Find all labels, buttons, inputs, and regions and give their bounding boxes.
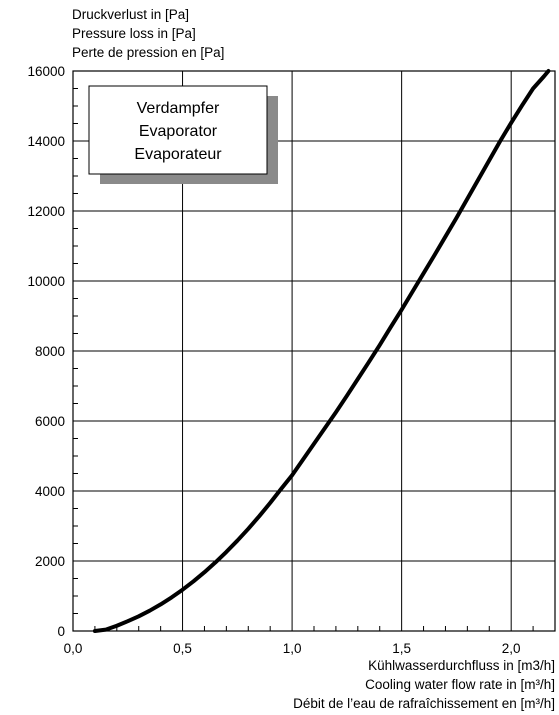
legend-line-2: Evaporator [139, 123, 218, 140]
y-tick-label: 10000 [27, 274, 65, 289]
x-axis-label: Kühlwasserdurchfluss in [m3/h] Cooling w… [293, 658, 555, 711]
x-tick-labels: 0,0 0,5 1,0 1,5 2,0 [64, 641, 521, 656]
y-tick-label: 2000 [35, 554, 65, 569]
legend-line-3: Evaporateur [134, 146, 222, 163]
x-tick-label: 0,0 [64, 641, 83, 656]
y-axis-label-line-3: Perte de pression en [Pa] [72, 45, 224, 60]
plot-frame [72, 70, 556, 632]
legend-panel [88, 85, 268, 175]
y-tick-label: 6000 [35, 414, 65, 429]
x-tick-label: 1,5 [392, 641, 411, 656]
x-axis-label-line-2: Cooling water flow rate in [m³/h] [365, 677, 555, 692]
y-axis-label: Druckverlust in [Pa] Pressure loss in [P… [72, 7, 224, 60]
x-tick-label: 1,0 [283, 641, 302, 656]
y-tick-label: 8000 [35, 344, 65, 359]
y-tick-label: 14000 [27, 134, 65, 149]
y-tick-label: 12000 [27, 204, 65, 219]
y-axis-label-line-1: Druckverlust in [Pa] [72, 7, 189, 22]
y-tick-label: 0 [57, 624, 65, 639]
legend-line-1: Verdampfer [137, 100, 220, 117]
series-line-evaporator [92, 69, 551, 633]
x-tick-label: 0,5 [173, 641, 192, 656]
x-axis-label-line-3: Débit de l’eau de rafraîchissement en [m… [293, 696, 555, 711]
x-tick-label: 2,0 [502, 641, 521, 656]
y-axis-label-line-2: Pressure loss in [Pa] [72, 26, 196, 41]
y-tick-label: 4000 [35, 484, 65, 499]
y-tick-label: 16000 [27, 64, 65, 79]
x-axis-label-line-1: Kühlwasserdurchfluss in [m3/h] [368, 658, 555, 673]
y-tick-labels: 0 2000 4000 6000 8000 10000 12000 14000 16000 [27, 64, 65, 639]
legend-box: Verdampfer Evaporator Evaporateur [88, 85, 278, 184]
